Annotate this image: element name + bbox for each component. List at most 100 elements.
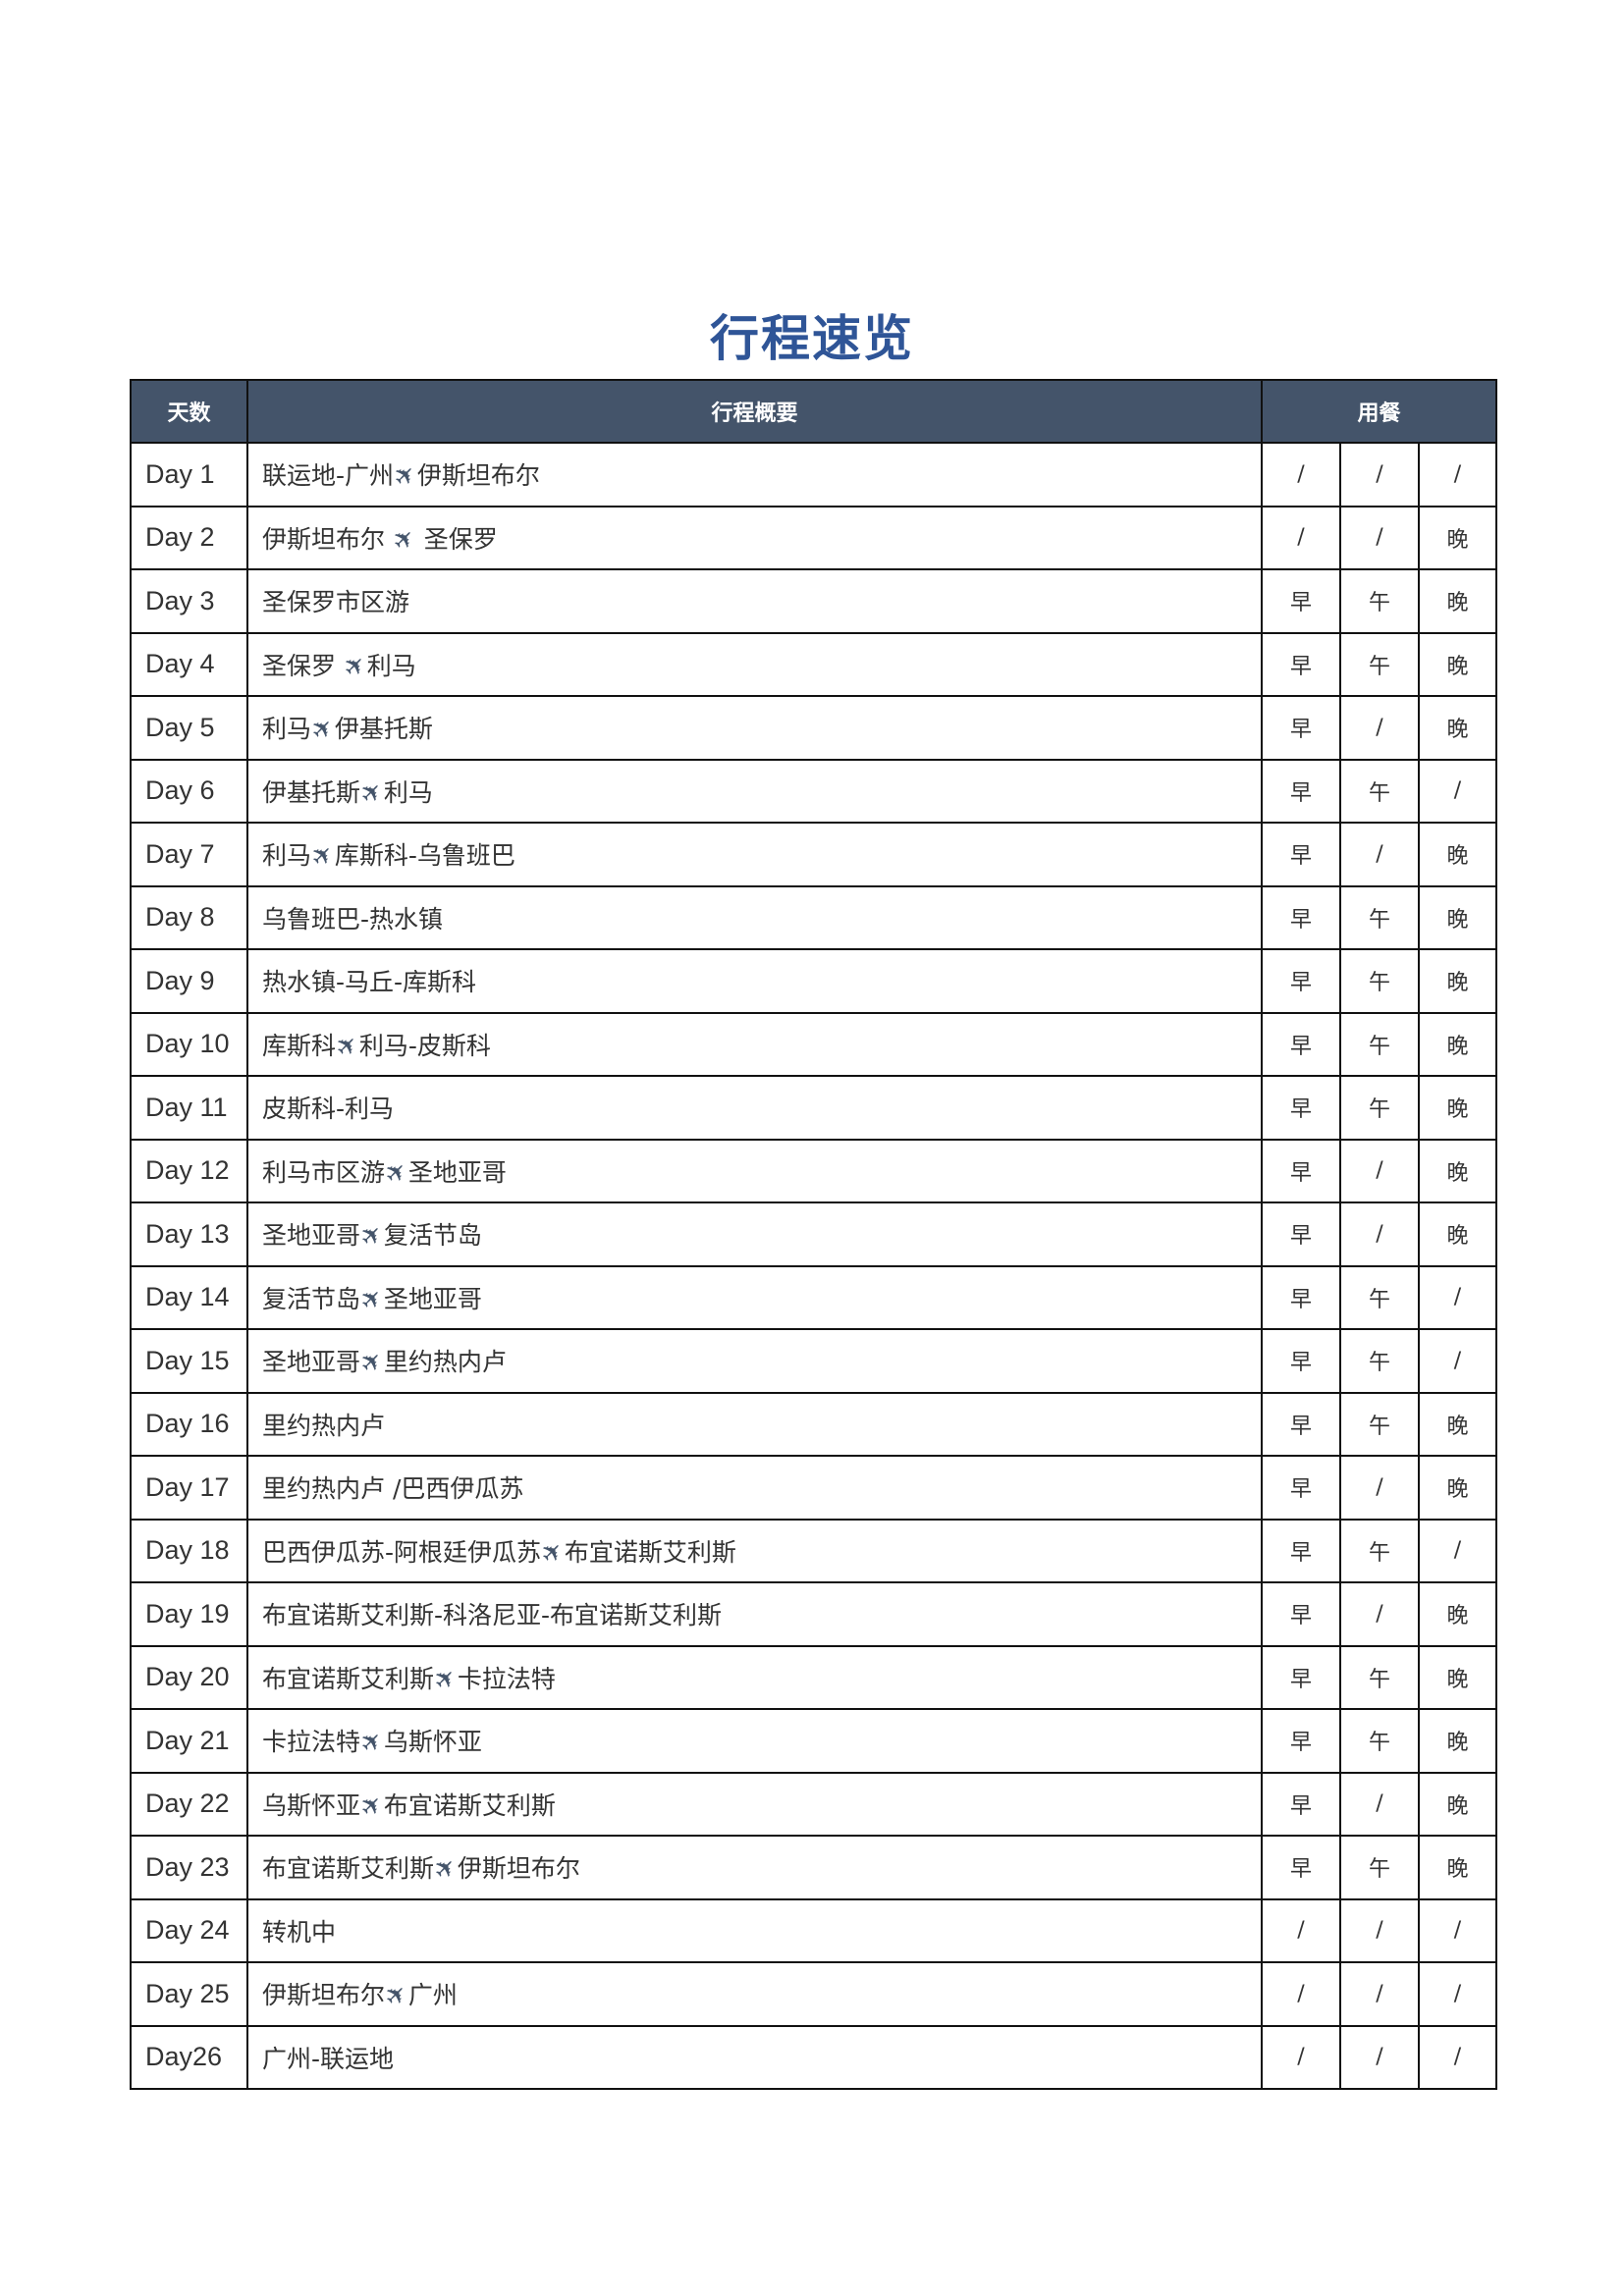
breakfast-cell: 早 xyxy=(1261,1835,1341,1900)
airplane-icon: ✈ xyxy=(337,648,374,685)
lunch-cell: 午 xyxy=(1339,758,1420,824)
lunch-cell: 午 xyxy=(1339,1328,1420,1394)
dinner-cell: 晚 xyxy=(1417,1455,1498,1521)
lunch-cell: 午 xyxy=(1339,884,1420,950)
day-cell: Day 19 xyxy=(130,1581,248,1647)
summary-text: 巴西伊瓜苏-阿根廷伊瓜苏✈布宜诺斯艾利斯 xyxy=(262,1534,736,1572)
dinner-cell: 晚 xyxy=(1417,1201,1498,1267)
airplane-icon: ✈ xyxy=(378,1154,415,1192)
lunch-cell: / xyxy=(1339,822,1420,887)
airplane-icon: ✈ xyxy=(427,1661,464,1698)
summary-text: 利马市区游✈圣地亚哥 xyxy=(262,1154,507,1192)
airplane-icon: ✈ xyxy=(353,1344,391,1381)
dinner-cell: 晚 xyxy=(1417,948,1498,1014)
summary-text: 转机中 xyxy=(262,1917,337,1947)
lunch-cell: 午 xyxy=(1339,1391,1420,1457)
day-cell: Day 7 xyxy=(130,822,248,887)
airplane-icon: ✈ xyxy=(353,1724,391,1761)
summary-text: 伊基托斯✈利马 xyxy=(262,774,433,812)
summary-cell: 利马市区游✈圣地亚哥 xyxy=(246,1138,1263,1203)
summary-text: 乌斯怀亚✈布宜诺斯艾利斯 xyxy=(262,1788,556,1825)
dinner-cell: / xyxy=(1417,1264,1498,1330)
dinner-cell: / xyxy=(1417,442,1498,507)
breakfast-cell: / xyxy=(1261,442,1341,507)
summary-text: 伊斯坦布尔 ✈ 圣保罗 xyxy=(262,521,498,559)
lunch-cell: 午 xyxy=(1339,1264,1420,1330)
day-cell: Day 3 xyxy=(130,568,248,634)
table-row: Day 17 里约热内卢 /巴西伊瓜苏 早 / 晚 xyxy=(130,1455,1498,1521)
summary-text: 卡拉法特✈乌斯怀亚 xyxy=(262,1724,482,1761)
table-row: Day 23 布宜诺斯艾利斯✈伊斯坦布尔 早午晚 xyxy=(130,1835,1498,1900)
breakfast-cell: 早 xyxy=(1261,884,1341,950)
breakfast-cell: 早 xyxy=(1261,1455,1341,1521)
dinner-cell: 晚 xyxy=(1417,631,1498,697)
lunch-cell: / xyxy=(1339,1138,1420,1203)
breakfast-cell: 早 xyxy=(1261,1011,1341,1077)
lunch-cell: / xyxy=(1339,1771,1420,1837)
summary-cell: 利马✈库斯科-乌鲁班巴 xyxy=(246,822,1263,887)
day-cell: Day 18 xyxy=(130,1518,248,1583)
lunch-cell: / xyxy=(1339,1961,1420,2027)
summary-text: 皮斯科-利马 xyxy=(262,1095,395,1124)
table-row: Day 2 伊斯坦布尔 ✈ 圣保罗 / / 晚 xyxy=(130,505,1498,570)
dinner-cell: 晚 xyxy=(1417,505,1498,570)
table-row: Day 9 热水镇-马丘-库斯科 早午晚 xyxy=(130,948,1498,1014)
breakfast-cell: / xyxy=(1261,1897,1341,1963)
day-cell: Day 5 xyxy=(130,695,248,761)
summary-text: 里约热内卢 xyxy=(262,1411,386,1440)
summary-cell: 圣地亚哥✈复活节岛 xyxy=(246,1201,1263,1267)
lunch-cell: / xyxy=(1339,442,1420,507)
summary-cell: 广州-联运地 xyxy=(246,2024,1263,2090)
dinner-cell: 晚 xyxy=(1417,695,1498,761)
summary-text: 利马✈伊基托斯 xyxy=(262,711,433,748)
dinner-cell: 晚 xyxy=(1417,1581,1498,1647)
breakfast-cell: 早 xyxy=(1261,1644,1341,1710)
summary-cell: 乌鲁班巴-热水镇 xyxy=(246,884,1263,950)
itinerary-table: 天数 行程概要 用餐 Day 1 联运地-广州✈伊斯坦布尔 / / / Day 2 伊斯坦布… xyxy=(130,379,1498,2090)
header-meals: 用餐 xyxy=(1260,379,1498,444)
breakfast-cell: 早 xyxy=(1261,1391,1341,1457)
table-row: Day 10 库斯科✈利马-皮斯科 早午晚 xyxy=(130,1011,1498,1077)
table-row: Day 24 转机中 / / / xyxy=(130,1897,1498,1963)
breakfast-cell: / xyxy=(1261,1961,1341,2027)
lunch-cell: / xyxy=(1339,1581,1420,1647)
lunch-cell: / xyxy=(1339,1201,1420,1267)
lunch-cell: 午 xyxy=(1339,1644,1420,1710)
day-cell: Day 23 xyxy=(130,1835,248,1900)
lunch-cell: / xyxy=(1339,2024,1420,2090)
dinner-cell: / xyxy=(1417,1897,1498,1963)
day-cell: Day 11 xyxy=(130,1075,248,1141)
dinner-cell: 晚 xyxy=(1417,1075,1498,1141)
table-row: Day 15 圣地亚哥✈里约热内卢 早午 / xyxy=(130,1328,1498,1394)
table-row: Day 20 布宜诺斯艾利斯✈卡拉法特 早午晚 xyxy=(130,1644,1498,1710)
breakfast-cell: 早 xyxy=(1261,1201,1341,1267)
airplane-icon: ✈ xyxy=(353,1788,391,1825)
summary-cell: 乌斯怀亚✈布宜诺斯艾利斯 xyxy=(246,1771,1263,1837)
summary-cell: 圣保罗 ✈利马 xyxy=(246,631,1263,697)
header-summary: 行程概要 xyxy=(246,379,1263,444)
table-row: Day 5 利马✈伊基托斯 早 / 晚 xyxy=(130,695,1498,761)
table-row: Day 1 联运地-广州✈伊斯坦布尔 / / / xyxy=(130,442,1498,507)
day-cell: Day 21 xyxy=(130,1708,248,1774)
breakfast-cell: / xyxy=(1261,505,1341,570)
summary-cell: 转机中 xyxy=(246,1897,1263,1963)
summary-text: 库斯科✈利马-皮斯科 xyxy=(262,1028,491,1065)
table-row: Day 7 利马✈库斯科-乌鲁班巴 早 / 晚 xyxy=(130,822,1498,887)
breakfast-cell: 早 xyxy=(1261,1264,1341,1330)
breakfast-cell: 早 xyxy=(1261,695,1341,761)
day-cell: Day 25 xyxy=(130,1961,248,2027)
table-row: Day 18 巴西伊瓜苏-阿根廷伊瓜苏✈布宜诺斯艾利斯 早午 / xyxy=(130,1518,1498,1583)
day-cell: Day 4 xyxy=(130,631,248,697)
summary-cell: 伊斯坦布尔 ✈ 圣保罗 xyxy=(246,505,1263,570)
day-cell: Day 8 xyxy=(130,884,248,950)
summary-cell: 伊基托斯✈利马 xyxy=(246,758,1263,824)
summary-text: 联运地-广州✈伊斯坦布尔 xyxy=(262,457,540,495)
summary-text: 乌鲁班巴-热水镇 xyxy=(262,904,444,934)
summary-text: 布宜诺斯艾利斯✈伊斯坦布尔 xyxy=(262,1850,580,1888)
lunch-cell: / xyxy=(1339,505,1420,570)
summary-text: 布宜诺斯艾利斯-科洛尼亚-布宜诺斯艾利斯 xyxy=(262,1601,723,1630)
table-row: Day 16 里约热内卢 早午晚 xyxy=(130,1391,1498,1457)
summary-text: 布宜诺斯艾利斯✈卡拉法特 xyxy=(262,1661,556,1698)
summary-cell: 伊斯坦布尔✈广州 xyxy=(246,1961,1263,2027)
day-cell: Day 15 xyxy=(130,1328,248,1394)
